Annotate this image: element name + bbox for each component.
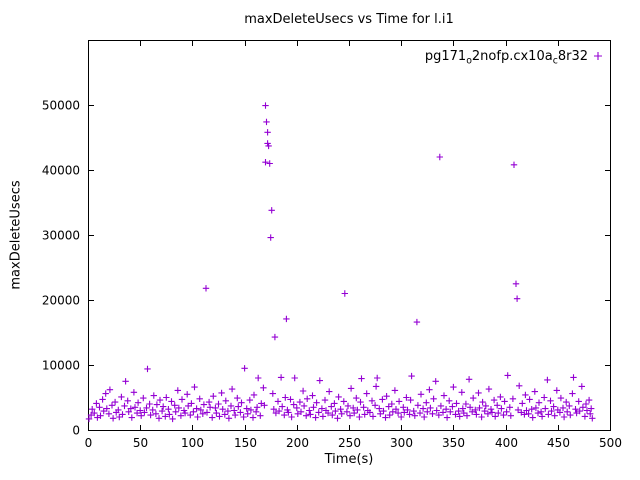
y-tick-label: 30000	[42, 229, 80, 243]
plot-border	[88, 40, 611, 431]
legend-marker-icon	[594, 52, 602, 60]
x-tick-label: 0	[85, 436, 93, 450]
y-tick-label: 20000	[42, 294, 80, 308]
x-tick-label: 350	[442, 436, 465, 450]
y-tick-label: 0	[72, 424, 80, 438]
x-tick-label: 100	[181, 436, 204, 450]
x-tick-label: 450	[547, 436, 570, 450]
x-tick-label: 300	[390, 436, 413, 450]
legend-label: pg171o2nofp.cx10ac8r32	[424, 49, 588, 67]
chart-title: maxDeleteUsecs vs Time for l.i1	[244, 12, 454, 27]
y-tick-label: 50000	[42, 99, 80, 113]
x-axis-label: Time(s)	[324, 452, 374, 467]
x-tick-label: 250	[338, 436, 361, 450]
y-tick-label: 40000	[42, 164, 80, 178]
scatter-points	[85, 102, 596, 423]
x-tick-label: 500	[599, 436, 622, 450]
x-tick-label: 150	[234, 436, 257, 450]
x-tick-label: 50	[133, 436, 148, 450]
x-tick-label: 200	[286, 436, 309, 450]
y-tick-label: 10000	[42, 359, 80, 373]
x-tick-label: 400	[495, 436, 518, 450]
